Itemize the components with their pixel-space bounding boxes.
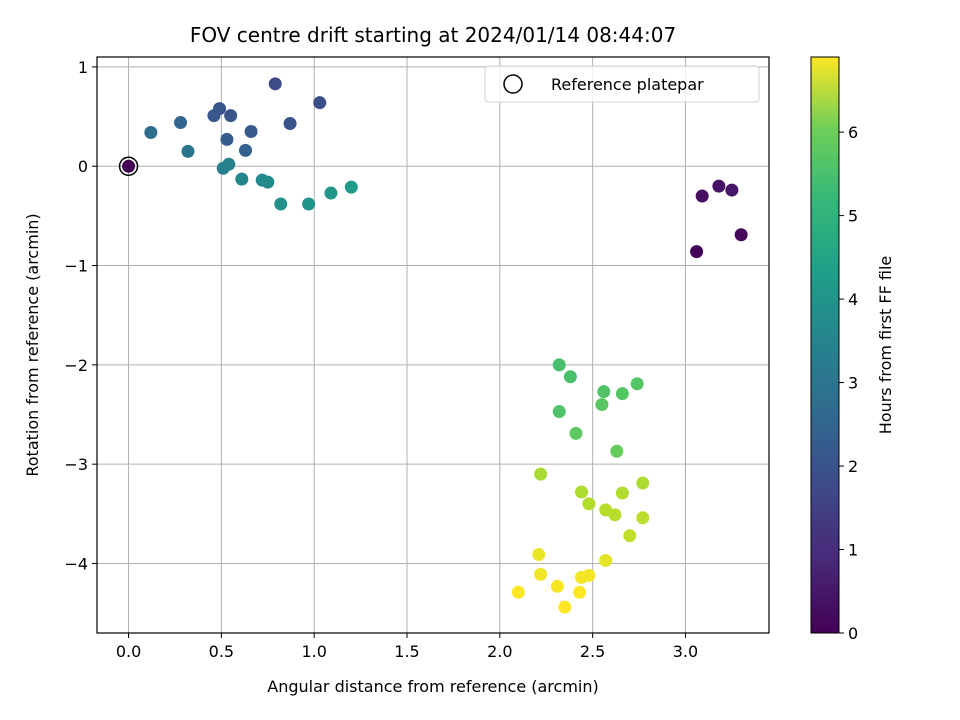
data-point <box>630 377 644 391</box>
legend: Reference platepar <box>484 65 760 103</box>
data-point <box>595 398 609 412</box>
data-point <box>216 161 230 175</box>
x-tick-label: 1.5 <box>394 642 419 661</box>
data-point <box>220 132 234 146</box>
data-point <box>534 567 548 581</box>
data-point <box>558 600 572 614</box>
data-point <box>532 548 546 562</box>
data-point <box>712 179 726 193</box>
y-axis-label: Rotation from reference (arcmin) <box>23 213 42 476</box>
data-point <box>144 125 158 139</box>
data-point <box>575 485 589 499</box>
data-point <box>582 497 596 511</box>
colorbar-tick-label: 0 <box>848 624 858 643</box>
data-point <box>597 385 611 399</box>
data-point <box>552 358 566 372</box>
data-point <box>636 511 650 525</box>
y-tick-label: −3 <box>64 455 88 474</box>
colorbar-tick-label: 2 <box>848 457 858 476</box>
colorbar-tick-label: 3 <box>848 374 858 393</box>
data-point <box>615 387 629 401</box>
data-point <box>569 426 583 440</box>
data-point <box>563 370 577 384</box>
data-point <box>534 467 548 481</box>
data-point <box>615 486 629 500</box>
data-point <box>122 159 136 173</box>
data-point <box>239 143 253 157</box>
x-tick-label: 2.5 <box>580 642 605 661</box>
y-axis-ticks: 1 0 −1 −2 −3 −4 <box>64 58 97 573</box>
y-tick-label: −1 <box>64 257 88 276</box>
data-point <box>268 77 282 91</box>
data-point <box>573 585 587 599</box>
data-point <box>734 228 748 242</box>
data-point <box>582 568 596 582</box>
grid <box>97 57 769 633</box>
colorbar-tick-label: 6 <box>848 123 858 142</box>
x-tick-label: 1.0 <box>301 642 326 661</box>
colorbar-ticks: 0 1 2 3 4 5 6 <box>839 123 858 643</box>
data-point <box>274 197 288 211</box>
data-point <box>690 245 704 259</box>
x-tick-label: 2.0 <box>487 642 512 661</box>
colorbar-tick-label: 1 <box>848 541 858 560</box>
data-point <box>344 180 358 194</box>
data-point <box>261 175 275 189</box>
chart-title: FOV centre drift starting at 2024/01/14 … <box>190 23 676 47</box>
colorbar-gradient <box>810 56 840 634</box>
x-tick-label: 0.0 <box>116 642 141 661</box>
colorbar-tick-label: 4 <box>848 290 858 309</box>
data-points <box>118 77 748 614</box>
data-point <box>302 197 316 211</box>
data-point <box>725 183 739 197</box>
y-tick-label: 0 <box>78 157 88 176</box>
x-axis-ticks: 0.0 0.5 1.0 1.5 2.0 2.5 3.0 <box>116 633 698 661</box>
colorbar: 0 1 2 3 4 5 6 Hours from first FF file <box>810 56 895 643</box>
data-point <box>623 529 637 543</box>
data-point <box>511 585 525 599</box>
data-point <box>174 116 188 130</box>
data-point <box>324 186 338 200</box>
x-axis-label: Angular distance from reference (arcmin) <box>267 677 598 696</box>
y-tick-label: −2 <box>64 356 88 375</box>
x-tick-label: 0.5 <box>209 642 234 661</box>
data-point <box>181 144 195 158</box>
data-point <box>244 124 258 138</box>
data-point <box>283 117 297 131</box>
colorbar-label: Hours from first FF file <box>876 256 895 435</box>
data-point <box>552 405 566 419</box>
legend-reference-label: Reference platepar <box>551 75 704 94</box>
y-tick-label: 1 <box>78 58 88 77</box>
data-point <box>235 172 249 186</box>
colorbar-tick-label: 5 <box>848 207 858 226</box>
data-point <box>610 444 624 458</box>
data-point <box>599 554 613 568</box>
legend-box <box>484 65 760 103</box>
y-tick-label: −4 <box>64 554 88 573</box>
x-tick-label: 3.0 <box>673 642 698 661</box>
legend-reference-marker <box>503 74 523 94</box>
data-point <box>550 579 564 593</box>
data-point <box>207 109 221 123</box>
reference-platepar-marker <box>118 156 139 176</box>
data-point <box>608 508 622 522</box>
data-point <box>313 96 327 110</box>
data-point <box>695 189 709 203</box>
data-point <box>636 476 650 490</box>
data-point <box>224 109 238 123</box>
plot-frame <box>96 56 770 634</box>
